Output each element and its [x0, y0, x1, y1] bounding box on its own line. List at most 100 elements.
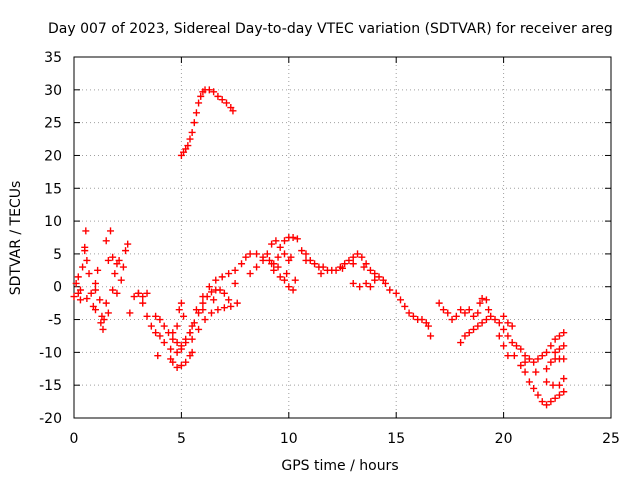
data-point [186, 135, 194, 143]
data-point [551, 394, 559, 402]
data-point [476, 299, 484, 307]
data-point [199, 293, 207, 301]
data-point [560, 388, 568, 396]
data-point [555, 345, 563, 353]
data-point [182, 339, 190, 347]
data-point [199, 306, 207, 314]
data-point [538, 398, 546, 406]
data-point [508, 322, 516, 330]
data-point [285, 283, 293, 291]
data-points [70, 86, 568, 409]
data-point [349, 260, 357, 268]
data-point [547, 342, 555, 350]
data-point [478, 319, 486, 327]
data-point [124, 240, 132, 248]
data-point [96, 296, 104, 304]
data-point [360, 263, 368, 271]
data-point [339, 264, 346, 272]
data-point [225, 270, 233, 278]
data-point [216, 286, 224, 294]
data-point [358, 253, 366, 261]
data-point [169, 335, 177, 343]
data-point [517, 361, 525, 369]
data-point [190, 119, 198, 127]
data-point [87, 289, 95, 297]
data-point [465, 329, 473, 337]
data-point [201, 316, 209, 324]
data-point [381, 279, 389, 287]
data-point [560, 355, 568, 363]
data-point [461, 332, 469, 340]
axis-ticks: 0 5 10 15 20 25 -20 -15 -10 -5 0 5 10 15 20 25 30 35 [39, 50, 620, 447]
data-point [72, 279, 80, 287]
data-point [354, 250, 362, 258]
y-tick-label: 25 [44, 116, 62, 132]
data-point [401, 302, 409, 310]
data-point [517, 345, 525, 353]
data-point [349, 253, 357, 261]
data-point [268, 240, 276, 248]
data-point [268, 260, 276, 268]
y-tick-label: 15 [44, 181, 62, 197]
data-point [512, 342, 520, 350]
data-point [177, 299, 185, 307]
data-point [283, 270, 291, 278]
x-tick-label: 10 [280, 431, 298, 447]
data-point [160, 322, 168, 330]
data-point [94, 266, 102, 274]
data-point [220, 304, 228, 312]
data-point [543, 348, 551, 356]
data-point [160, 339, 168, 347]
y-tick-label: 20 [44, 148, 62, 164]
data-point [555, 332, 563, 340]
data-point [195, 325, 203, 333]
data-point [130, 293, 138, 301]
data-point [530, 358, 538, 366]
data-point [147, 322, 155, 330]
data-point [543, 378, 551, 386]
data-point [97, 319, 105, 327]
data-point [91, 306, 99, 314]
data-point [81, 243, 89, 251]
data-point [259, 256, 267, 264]
data-point [109, 253, 117, 261]
data-point [500, 312, 508, 320]
data-point [107, 227, 115, 235]
data-point [392, 289, 400, 297]
data-point [100, 316, 108, 324]
data-point [551, 335, 559, 343]
data-point [457, 306, 465, 314]
data-point [356, 283, 364, 291]
y-tick-label: 30 [44, 83, 62, 99]
data-point [270, 266, 278, 274]
data-point [218, 96, 226, 104]
data-point [560, 329, 568, 337]
data-point [508, 339, 516, 347]
data-point [485, 306, 493, 314]
data-point [197, 92, 205, 100]
data-point [134, 289, 142, 297]
data-point [274, 263, 282, 271]
data-point [302, 256, 310, 264]
data-point [500, 342, 508, 350]
data-point [173, 339, 181, 347]
data-point [83, 256, 91, 264]
data-point [386, 286, 394, 294]
data-point [126, 309, 134, 317]
data-point [253, 250, 261, 258]
data-point [424, 322, 432, 330]
data-point [482, 296, 490, 304]
y-tick-label: -10 [39, 345, 62, 361]
data-point [74, 273, 82, 281]
data-point [487, 312, 495, 320]
data-point [188, 128, 196, 136]
data-point [214, 306, 222, 314]
data-point [231, 266, 239, 274]
data-point [223, 99, 231, 107]
data-point [302, 250, 310, 258]
data-point [474, 322, 482, 330]
data-point [218, 273, 226, 281]
data-point [530, 384, 538, 392]
data-point [182, 358, 190, 366]
data-point [175, 306, 183, 314]
